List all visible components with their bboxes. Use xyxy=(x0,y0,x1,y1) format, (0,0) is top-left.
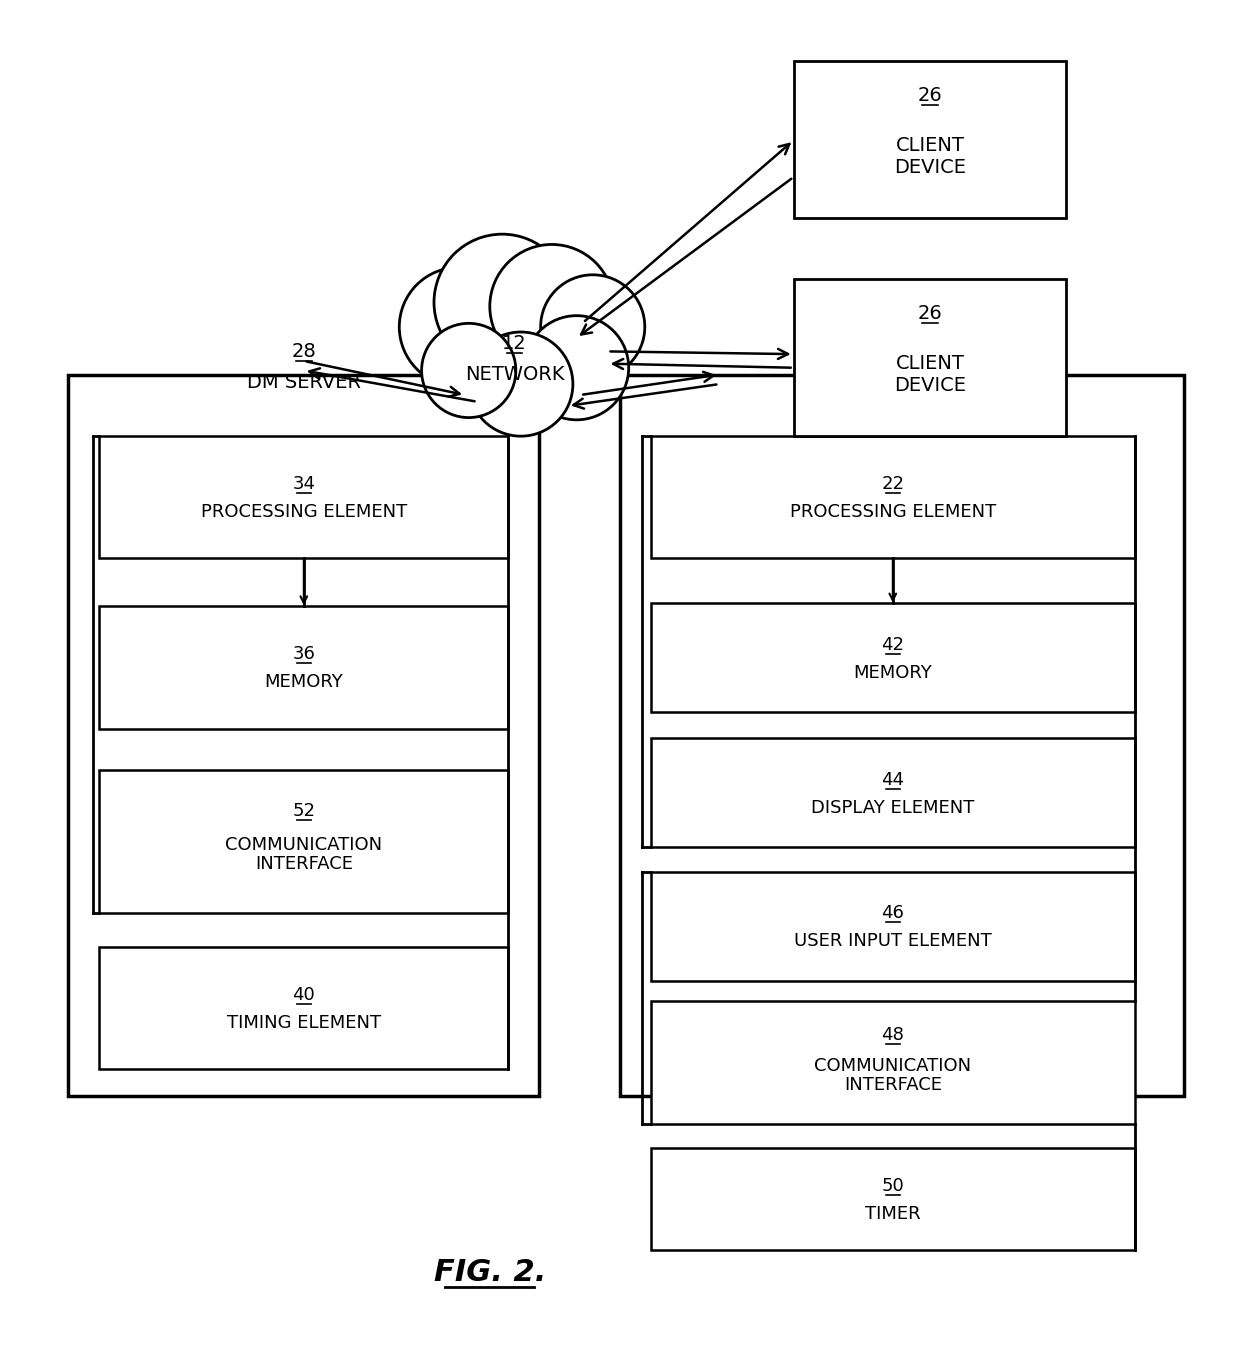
Bar xyxy=(68,375,539,1096)
Text: 22: 22 xyxy=(882,475,904,493)
Text: 12: 12 xyxy=(502,334,527,353)
Text: DEVICE: DEVICE xyxy=(894,158,966,177)
Bar xyxy=(794,61,1066,218)
Text: COMMUNICATION: COMMUNICATION xyxy=(815,1057,971,1076)
Text: DISPLAY ELEMENT: DISPLAY ELEMENT xyxy=(811,798,975,817)
Text: USER INPUT ELEMENT: USER INPUT ELEMENT xyxy=(794,932,992,951)
Text: 26: 26 xyxy=(918,304,942,323)
Text: 34: 34 xyxy=(293,475,315,493)
Bar xyxy=(99,606,508,729)
Text: 50: 50 xyxy=(882,1177,904,1196)
Bar xyxy=(651,436,1135,558)
Text: CLIENT: CLIENT xyxy=(895,136,965,155)
Bar xyxy=(794,279,1066,436)
Bar xyxy=(99,947,508,1069)
Text: INTERFACE: INTERFACE xyxy=(843,1076,942,1094)
Text: CLIENT: CLIENT xyxy=(895,354,965,373)
Circle shape xyxy=(490,244,614,369)
Text: DEVICE: DEVICE xyxy=(894,376,966,395)
Circle shape xyxy=(525,316,629,419)
Text: INTERFACE: INTERFACE xyxy=(254,855,353,873)
Text: PROCESSING ELEMENT: PROCESSING ELEMENT xyxy=(201,503,407,522)
Text: 52: 52 xyxy=(293,802,315,820)
Bar xyxy=(99,436,508,558)
Text: 42: 42 xyxy=(882,636,904,654)
Bar xyxy=(651,738,1135,847)
Circle shape xyxy=(469,332,573,436)
Text: 46: 46 xyxy=(882,904,904,922)
Text: 26: 26 xyxy=(890,342,914,361)
Circle shape xyxy=(422,323,516,418)
Circle shape xyxy=(434,234,570,370)
Bar xyxy=(651,603,1135,712)
Bar xyxy=(620,375,1184,1096)
Text: 28: 28 xyxy=(291,342,316,361)
Bar xyxy=(651,1148,1135,1250)
Circle shape xyxy=(399,267,518,387)
Text: TIMING ELEMENT: TIMING ELEMENT xyxy=(227,1013,381,1032)
Text: MEMORY: MEMORY xyxy=(853,663,932,682)
Text: 36: 36 xyxy=(293,646,315,663)
Text: TIMER: TIMER xyxy=(866,1205,920,1223)
Text: 48: 48 xyxy=(882,1026,904,1043)
Text: COMMUNICATION: COMMUNICATION xyxy=(226,836,382,854)
Text: 44: 44 xyxy=(882,771,904,789)
Text: 26: 26 xyxy=(918,86,942,105)
Bar xyxy=(651,1001,1135,1124)
Text: CLIENT DEVICE: CLIENT DEVICE xyxy=(828,373,976,391)
Circle shape xyxy=(541,275,645,379)
Text: MEMORY: MEMORY xyxy=(264,673,343,692)
Text: 40: 40 xyxy=(293,986,315,1004)
Bar xyxy=(99,770,508,913)
Bar xyxy=(651,872,1135,981)
Text: PROCESSING ELEMENT: PROCESSING ELEMENT xyxy=(790,503,996,522)
Text: NETWORK: NETWORK xyxy=(465,365,564,384)
Text: FIG. 2.: FIG. 2. xyxy=(434,1257,546,1287)
Text: DM SERVER: DM SERVER xyxy=(247,373,361,391)
